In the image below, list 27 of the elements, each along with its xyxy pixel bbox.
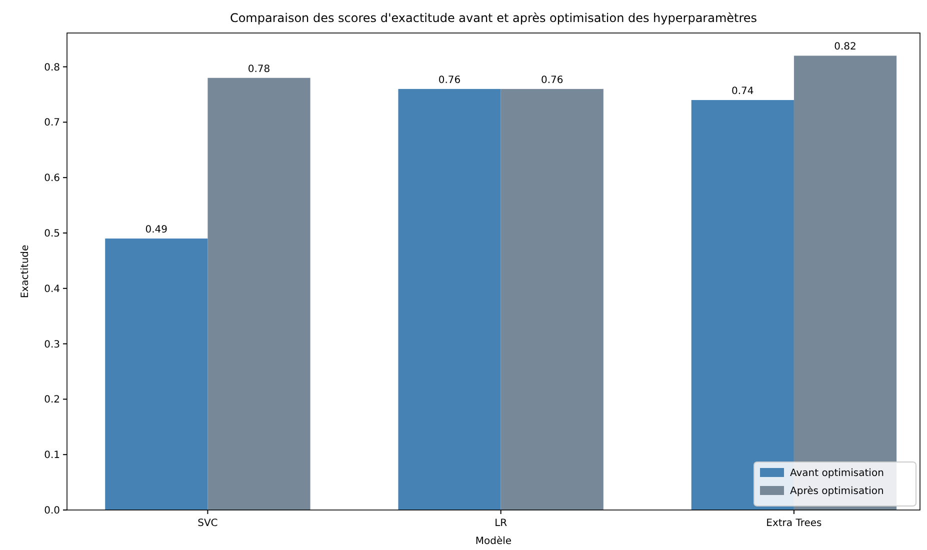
data-label: 0.78	[248, 64, 270, 75]
x-tick-label: LR	[494, 518, 508, 529]
y-tick-label: 0.5	[44, 228, 60, 240]
legend-label: Avant optimisation	[790, 468, 884, 479]
legend-label: Après optimisation	[790, 486, 884, 497]
y-tick-label: 0.6	[44, 173, 60, 184]
y-tick-label: 0.8	[44, 62, 60, 74]
y-tick-label: 0.3	[44, 339, 60, 350]
x-tick-label: Extra Trees	[766, 518, 822, 529]
y-axis-title: Exactitude	[20, 244, 31, 298]
y-tick-label: 0.7	[44, 118, 60, 129]
y-tick-label: 0.1	[44, 450, 60, 462]
data-label: 0.74	[732, 86, 754, 98]
y-tick-label: 0.2	[44, 394, 60, 406]
data-label: 0.76	[438, 74, 461, 86]
y-tick-label: 0.4	[44, 284, 60, 295]
x-axis-title: Modèle	[475, 536, 512, 547]
x-tick-label: SVC	[198, 518, 218, 529]
data-label: 0.76	[540, 74, 564, 86]
bar	[398, 88, 501, 510]
bar	[500, 88, 604, 510]
y-tick-label: 0.0	[44, 506, 60, 516]
bar	[105, 238, 208, 510]
bar	[208, 78, 310, 510]
data-label: 0.49	[145, 224, 168, 236]
chart-title: Comparaison des scores d'exactitude avant et après optimisation des hyperparamètres	[230, 11, 758, 25]
data-label: 0.82	[834, 42, 856, 53]
